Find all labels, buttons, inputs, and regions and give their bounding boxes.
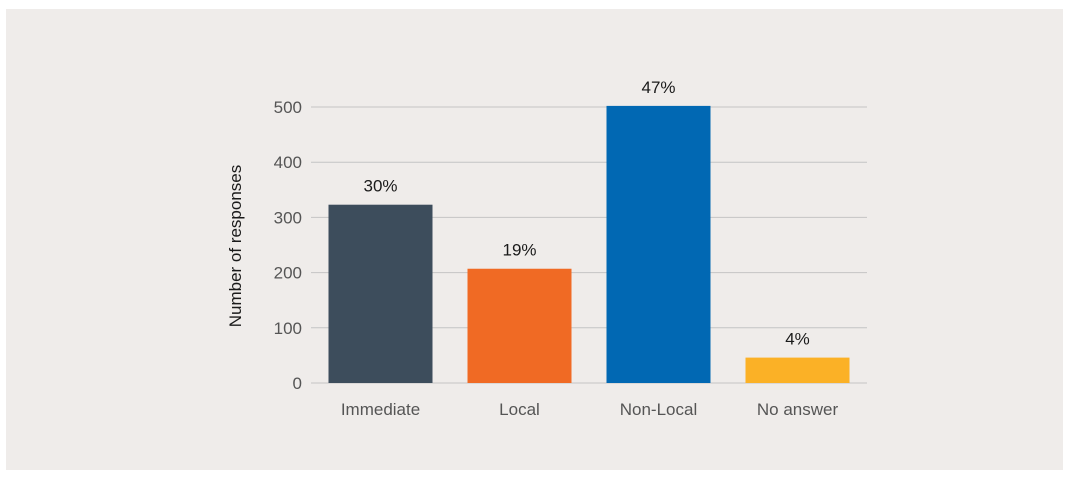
- bar-non-local: [606, 105, 711, 384]
- y-tick-label: 400: [274, 153, 302, 172]
- chart-panel: [6, 9, 1063, 470]
- data-label: 19%: [502, 241, 536, 260]
- y-tick-label: 500: [274, 98, 302, 117]
- bar-no-answer: [745, 357, 850, 383]
- data-label: 30%: [363, 177, 397, 196]
- y-tick-label: 100: [274, 319, 302, 338]
- y-axis-title: Number of responses: [226, 165, 245, 328]
- x-tick-label: Local: [499, 400, 540, 419]
- y-tick-label: 200: [274, 264, 302, 283]
- y-tick-label: 0: [293, 374, 302, 393]
- x-tick-label: Immediate: [341, 400, 420, 419]
- bars: [328, 105, 850, 384]
- data-label: 47%: [641, 78, 675, 97]
- y-tick-label: 300: [274, 208, 302, 227]
- x-tick-label: Non-Local: [620, 400, 698, 419]
- data-label: 4%: [785, 330, 810, 349]
- y-axis-ticks: 0 100 200 300 400 500: [274, 98, 302, 393]
- x-tick-label: No answer: [757, 400, 839, 419]
- x-axis-ticks: Immediate Local Non-Local No answer: [341, 400, 839, 419]
- data-labels: 30% 19% 47% 4%: [363, 78, 809, 349]
- bar-immediate: [328, 204, 433, 383]
- bar-local: [467, 268, 572, 383]
